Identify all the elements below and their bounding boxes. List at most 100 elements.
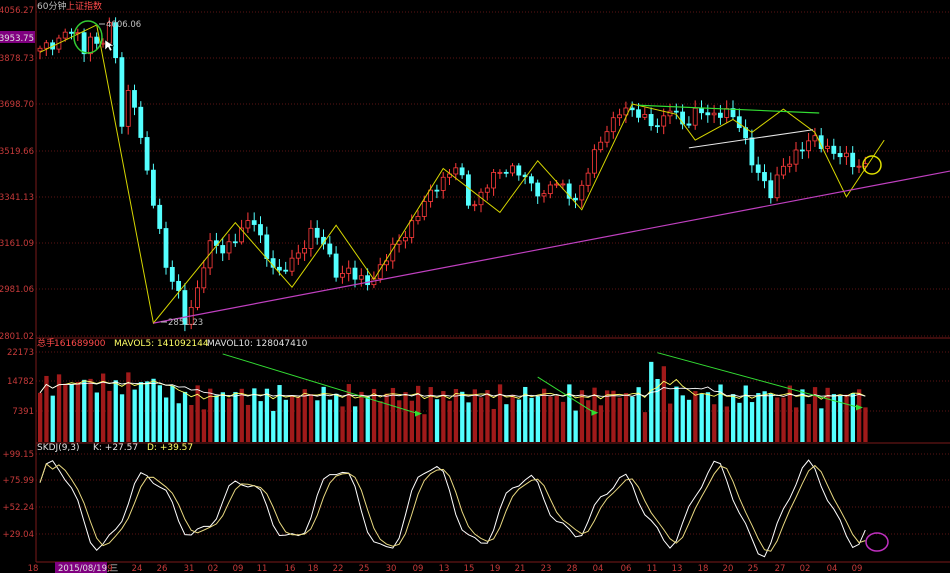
volume-bar — [636, 387, 641, 442]
volume-bar — [617, 397, 622, 442]
volume-bar — [195, 385, 200, 442]
candle-body — [182, 290, 188, 325]
volume-bar — [403, 392, 408, 442]
candle-body — [409, 220, 415, 238]
volume-bar — [655, 378, 660, 442]
volume-tick: 22173 — [7, 348, 34, 358]
kdj-k-value: K: +27.57 — [93, 443, 138, 453]
volume-bar — [434, 399, 440, 442]
volume-bar — [592, 387, 597, 442]
volume-bar — [56, 374, 62, 442]
x-axis-label: 02 — [800, 564, 811, 573]
candle-body — [711, 112, 717, 116]
volume-bar — [857, 389, 862, 442]
volume-bar — [516, 399, 522, 442]
x-axis-label: 09 — [852, 564, 863, 573]
candle-body — [302, 247, 308, 254]
candle-body — [604, 131, 610, 143]
volume-bar — [535, 396, 540, 442]
x-axis-label: 18 — [698, 564, 709, 573]
candle-body — [69, 31, 74, 34]
candle-body — [421, 201, 427, 217]
volume-bar — [850, 393, 855, 442]
candle-body — [560, 183, 566, 186]
x-axis-label: 31 — [184, 564, 195, 573]
current-price-badge — [0, 31, 35, 43]
candle-body — [245, 220, 251, 229]
candle-body — [415, 216, 421, 222]
volume-bars — [38, 352, 868, 442]
kdj-label: SKDJ(9,3) — [37, 443, 80, 453]
candle-body — [610, 117, 616, 133]
candle-body — [119, 57, 125, 127]
volume-bar — [504, 404, 509, 442]
volume-bar — [132, 389, 137, 442]
volume-bar — [258, 401, 263, 442]
candle-body — [617, 114, 622, 119]
candle-body — [465, 174, 471, 206]
candle-body — [339, 273, 345, 278]
candle-body — [264, 234, 270, 260]
volume-bar — [768, 393, 774, 442]
candle-body — [799, 149, 805, 152]
x-axis-label: 09 — [413, 564, 424, 573]
volume-bar — [164, 397, 169, 442]
x-axis-label: 11 — [647, 564, 658, 573]
x-axis-label: 24 — [132, 564, 143, 573]
volume-bar — [346, 384, 351, 442]
price-tick: 3341.13 — [0, 193, 34, 203]
volume-bar — [510, 394, 515, 442]
candle-body — [655, 125, 660, 128]
x-axis-label: 09 — [233, 564, 244, 573]
candle-body — [176, 280, 182, 291]
candle-body — [125, 90, 131, 127]
volume-bar — [630, 396, 635, 442]
volume-bar — [88, 378, 93, 442]
x-axis: 18 2015/08/19,三9 24 26 31 02 09 11 16 18 22 25 30 09 1… — [28, 564, 863, 573]
candle-body — [195, 287, 200, 308]
x-axis-label: 11 — [257, 564, 268, 573]
volume-bar — [497, 384, 503, 442]
mavol10-label: MAVOL10: 128047410 — [207, 339, 308, 349]
candle-body — [680, 111, 685, 125]
volume-bar — [208, 388, 213, 442]
candle-body — [358, 275, 364, 280]
candle-body — [661, 115, 667, 127]
x-axis-label: 22 — [333, 564, 344, 573]
volume-bar — [75, 381, 81, 442]
volume-bar — [699, 393, 704, 442]
candlestick-series — [37, 17, 868, 332]
low-label: 2851.23 — [168, 318, 203, 328]
volume-bar — [271, 410, 276, 442]
volume-bar — [825, 387, 830, 442]
candle-body — [692, 107, 698, 126]
volume-bar — [315, 400, 320, 442]
x-axis-label: 13 — [439, 564, 450, 573]
x-axis-label: 19 — [490, 564, 501, 573]
candle-body — [516, 165, 522, 176]
volume-bar — [69, 384, 74, 442]
volume-bar — [119, 394, 125, 442]
volume-bar — [529, 397, 534, 442]
x-axis-label: 27 — [775, 564, 786, 573]
volume-bar — [107, 390, 112, 442]
x-axis-label: 18 — [28, 564, 39, 573]
x-axis-label: 23 — [541, 564, 552, 573]
volume-bar — [611, 390, 616, 442]
volume-bar — [264, 388, 270, 442]
volume-bar — [126, 372, 131, 442]
x-axis-label: 04 — [593, 564, 604, 573]
candle-body — [837, 153, 843, 158]
candle-body — [535, 182, 541, 197]
top-highlight-circle — [73, 20, 103, 54]
candle-body — [251, 220, 257, 225]
candle-body — [491, 172, 497, 189]
volume-bar — [567, 384, 572, 442]
price-tick: 3161.09 — [0, 239, 34, 249]
volume-bar — [466, 402, 471, 442]
volume-bar — [101, 373, 106, 442]
candle-body — [346, 267, 352, 274]
volume-bar — [138, 382, 144, 442]
